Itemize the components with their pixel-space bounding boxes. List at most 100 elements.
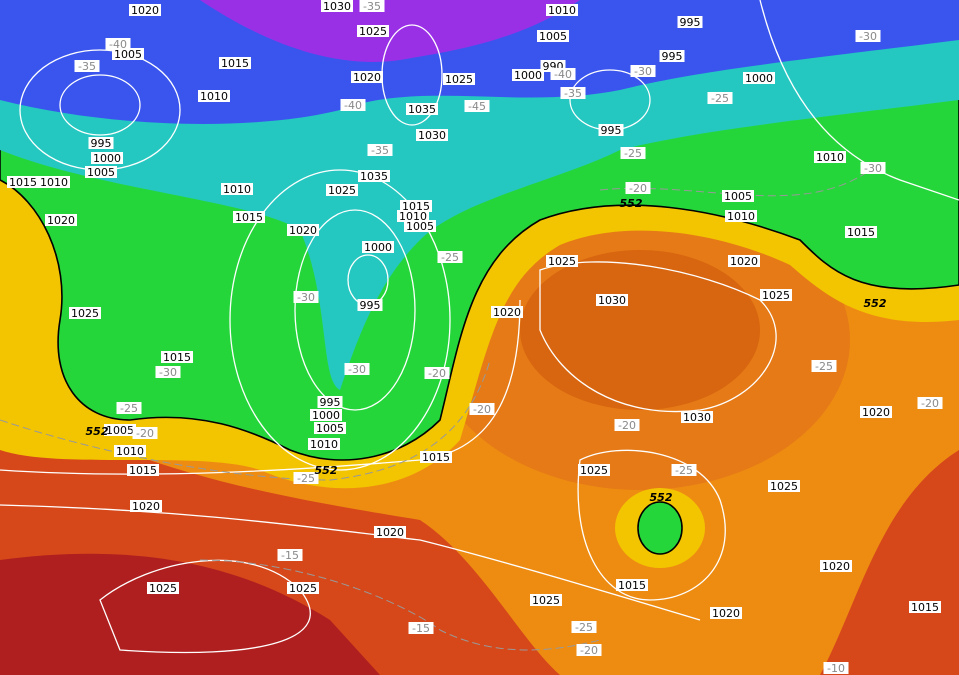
label-box [397,210,429,222]
label-box [85,166,117,178]
label-box [550,68,576,80]
isobar [0,504,701,621]
label-box [616,579,648,591]
isobar-label: 1025 [445,73,473,86]
label-box [443,73,475,85]
isobar-label: 1030 [598,294,626,307]
label-box [155,366,181,378]
label-box [74,60,100,72]
isobar-label: 1020 [730,255,758,268]
label-box [909,601,941,613]
label-box [537,30,569,42]
label-box [357,299,383,311]
isobar-label: 995 [91,137,112,150]
label-box [359,0,385,12]
label-box [598,124,624,136]
label-box [277,549,303,561]
isobar-label: 1015 [911,601,939,614]
label-box [845,226,877,238]
temperature-label: -30 [864,162,882,175]
label-box [362,241,394,253]
label-box [614,419,640,431]
label-box [677,16,703,28]
label-box [416,129,448,141]
isobar-label: 1000 [514,69,542,82]
temperature-label: -20 [629,182,647,195]
label-box [811,360,837,372]
temperature-label: -35 [371,144,389,157]
label-box [491,306,523,318]
isobar-label: 1015 [618,579,646,592]
label-box [310,409,342,421]
isobar-label: 1015 [9,176,37,189]
label-box [823,662,849,674]
label-box [7,176,39,188]
temperature-label: -35 [363,0,381,13]
labels: 1020 1030 1010 995 1005 1025 1005 995 1015 1020 10… [7,0,943,675]
isobar-label: 1015 [235,211,263,224]
label-box [321,0,353,12]
isobar-label: 1020 [376,526,404,539]
label-box [147,582,179,594]
label-box [578,464,610,476]
isobar [539,261,777,413]
temperature-label: -40 [344,99,362,112]
isobar-label: 1010 [223,183,251,196]
isobar-label: 1015 [422,451,450,464]
label-box [408,622,434,634]
temperature-label: -25 [297,472,315,485]
label-box [620,147,646,159]
isobar [0,299,521,475]
isobar-label: 1005 [724,190,752,203]
label-box [725,210,757,222]
isobar-label: 1010 [399,210,427,223]
label-box [221,183,253,195]
isobar-label: 1005 [316,422,344,435]
temperature-label: -30 [859,30,877,43]
temperature-label: -20 [473,403,491,416]
height-label: 552 [86,425,109,438]
label-box [768,480,800,492]
label-box [722,190,754,202]
isobar-label: 1030 [418,129,446,142]
height-label: 552 [315,464,338,477]
temperature-label: -25 [441,251,459,264]
label-box [437,251,463,263]
isobar-label: 1005 [539,30,567,43]
label-box [404,220,436,232]
isobar-label: 1025 [149,582,177,595]
label-box [671,464,697,476]
temperature-label: -25 [575,621,593,634]
label-box [287,224,319,236]
label-box [560,87,586,99]
isobar-label: 1015 [847,226,875,239]
label-box [406,103,438,115]
label-box [233,211,265,223]
isobar-label: 1025 [548,255,576,268]
temperature-label: -30 [159,366,177,379]
label-box [860,162,886,174]
isobar-label: 1035 [360,170,388,183]
label-box [308,438,340,450]
label-box [659,50,685,62]
label-box [314,422,346,434]
label-box [464,100,490,112]
isobar-label: 1005 [114,48,142,61]
label-box [105,38,131,50]
temperature-label: -20 [136,427,154,440]
isobar-label: 1020 [132,500,160,513]
temperature-label: -30 [634,65,652,78]
label-box [132,427,158,439]
isobar-label: 1010 [116,445,144,458]
isobar-label: 1025 [580,464,608,477]
isobar [577,449,726,601]
label-box [530,594,562,606]
label-box [130,500,162,512]
green-patch [637,501,683,555]
label-box [596,294,628,306]
label-box [344,363,370,375]
isobar-label: 1020 [862,406,890,419]
label-box [293,291,319,303]
label-box [420,451,452,463]
